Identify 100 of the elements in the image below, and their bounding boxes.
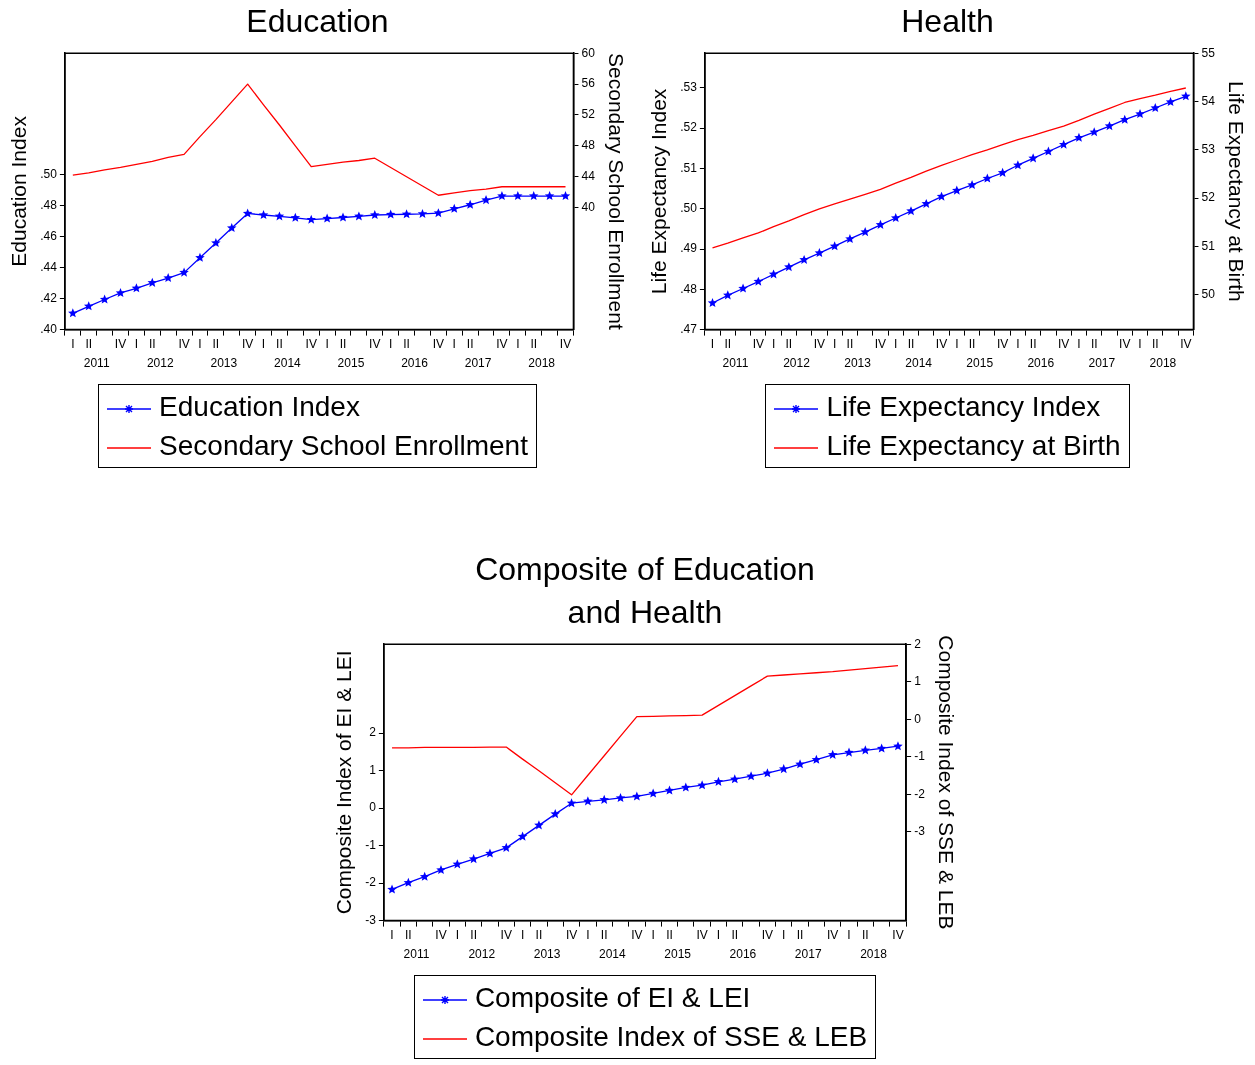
text: 2014 xyxy=(905,356,933,371)
x-tick-label: II xyxy=(85,337,93,352)
x-tick-label: IV xyxy=(752,337,764,352)
x-tick-label: II xyxy=(403,337,410,352)
x-tick-label: IV xyxy=(178,337,190,352)
point xyxy=(528,191,539,201)
point xyxy=(967,179,977,189)
y2-axis-title: Composite Index of SSE & LEB xyxy=(934,635,958,930)
x-tick-label: I xyxy=(1077,337,1081,352)
point xyxy=(497,191,507,201)
y-tick-label: .48 xyxy=(680,281,698,296)
point xyxy=(513,191,523,201)
point xyxy=(387,884,397,894)
x-tick-label: IV xyxy=(565,928,578,943)
point xyxy=(707,298,718,308)
text: 2015 xyxy=(966,356,994,371)
x-tick-label: I xyxy=(1016,337,1020,352)
point xyxy=(827,749,838,759)
x-tick-label: IV xyxy=(813,337,826,352)
text: 2016 xyxy=(401,356,429,371)
y-tick-label: -3 xyxy=(365,912,377,927)
point xyxy=(681,782,691,792)
x-tick-label: I xyxy=(520,928,525,943)
point xyxy=(258,210,269,220)
x-tick-label: I xyxy=(516,337,520,352)
point xyxy=(274,211,285,221)
x-tick-label: II xyxy=(600,928,608,943)
point xyxy=(1135,109,1145,119)
point xyxy=(517,831,528,841)
text: 2018 xyxy=(860,947,888,962)
y-tick-label: -1 xyxy=(365,837,377,852)
legend-label: Education Index xyxy=(159,391,360,422)
point xyxy=(583,796,593,806)
point xyxy=(713,776,724,786)
x-tick-label: II xyxy=(466,337,474,352)
point xyxy=(433,208,444,218)
point xyxy=(131,283,142,293)
x-tick-label: II xyxy=(530,337,538,352)
point xyxy=(599,794,609,804)
y-tick-label: .52 xyxy=(680,120,698,135)
x-tick-label: I xyxy=(894,337,898,352)
point xyxy=(163,273,173,283)
point xyxy=(921,198,932,208)
x-tick-label: I xyxy=(134,337,139,352)
point xyxy=(1119,114,1130,124)
point xyxy=(768,269,779,279)
legend-label: Secondary School Enrollment xyxy=(159,430,528,461)
x-tick-label: IV xyxy=(696,928,708,943)
x-tick-label: II xyxy=(405,928,412,943)
chart-title: Education xyxy=(245,2,390,41)
point xyxy=(997,167,1008,177)
point xyxy=(738,283,748,293)
x-tick-label: IV xyxy=(1119,337,1131,352)
x-tick-label: I xyxy=(1138,337,1142,352)
x-tick-label: I xyxy=(389,337,393,352)
point xyxy=(452,859,463,869)
point xyxy=(697,780,707,790)
y2-tick-label: 0 xyxy=(914,711,922,726)
text: 2011 xyxy=(722,356,749,371)
y-tick-label: .50 xyxy=(680,201,698,216)
x-tick-label: II xyxy=(535,928,543,943)
y-tick-label: .42 xyxy=(40,290,58,305)
y2-tick-label: 54 xyxy=(1201,93,1216,108)
point xyxy=(449,203,460,213)
point xyxy=(83,301,94,311)
point xyxy=(876,743,887,753)
point xyxy=(723,290,733,300)
x-tick-label: II xyxy=(1090,337,1098,352)
text: 2012 xyxy=(468,947,496,962)
point xyxy=(401,209,412,219)
text: 2017 xyxy=(464,356,492,371)
y-tick-label: .46 xyxy=(40,228,58,243)
legend-label: Composite Index of SSE & LEB xyxy=(474,1021,868,1052)
x-tick-label: IV xyxy=(1058,337,1070,352)
x-tick-label: IV xyxy=(114,337,127,352)
point xyxy=(890,212,901,223)
x-tick-label: IV xyxy=(369,337,381,352)
y2-axis-title: Secondary School Enrollment xyxy=(604,53,628,330)
text: 2018 xyxy=(1149,356,1177,371)
y-tick-label: 0 xyxy=(369,800,377,815)
y-tick-label: .49 xyxy=(680,241,698,256)
x-tick-label: IV xyxy=(559,337,572,352)
x-tick-label: IV xyxy=(435,928,447,943)
text: 2015 xyxy=(337,356,365,371)
point xyxy=(566,798,577,808)
y-tick-label: .50 xyxy=(40,166,58,181)
point xyxy=(648,788,658,798)
text: 2017 xyxy=(794,947,822,962)
y-axis-title: Life Expectancy Index xyxy=(647,88,671,295)
point xyxy=(1089,127,1099,137)
point xyxy=(845,233,855,243)
point xyxy=(632,791,642,801)
text: 2012 xyxy=(783,356,811,371)
y2-tick-label: -3 xyxy=(914,824,926,839)
y2-tick-label: 50 xyxy=(1201,287,1216,302)
point xyxy=(68,308,78,318)
y2-tick-label: 48 xyxy=(581,138,596,153)
text: 2012 xyxy=(146,356,174,371)
chart-title: Health xyxy=(900,2,995,41)
point xyxy=(534,820,544,830)
